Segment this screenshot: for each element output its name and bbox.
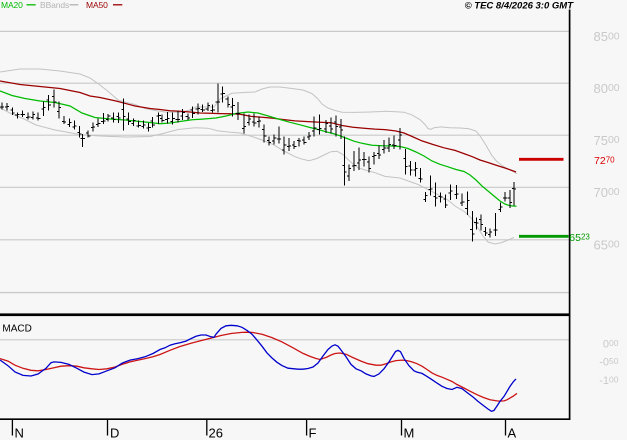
svg-text:6500: 6500	[594, 238, 620, 253]
svg-text:MA50: MA50	[86, 0, 108, 10]
svg-text:MA20: MA20	[1, 0, 23, 10]
svg-text:26: 26	[209, 426, 223, 440]
svg-text:N: N	[15, 426, 24, 440]
svg-text:F: F	[309, 426, 317, 440]
svg-text:M: M	[404, 426, 415, 440]
svg-text:8500: 8500	[594, 29, 620, 44]
svg-text:D: D	[110, 426, 119, 440]
svg-text:000: 000	[603, 338, 619, 351]
svg-text:A: A	[508, 426, 517, 440]
svg-text:-100: -100	[599, 375, 619, 388]
svg-text:© TEC 8/4/2026 3:0 GMT: © TEC 8/4/2026 3:0 GMT	[465, 1, 575, 12]
svg-text:MACD: MACD	[2, 324, 31, 335]
svg-text:8000: 8000	[594, 81, 620, 96]
svg-text:7000: 7000	[594, 185, 620, 200]
svg-text:7500: 7500	[594, 133, 620, 148]
svg-text:7270: 7270	[594, 155, 615, 167]
svg-text:-050: -050	[599, 356, 619, 369]
svg-text:6523: 6523	[569, 232, 590, 244]
svg-text:BBands: BBands	[40, 0, 69, 10]
